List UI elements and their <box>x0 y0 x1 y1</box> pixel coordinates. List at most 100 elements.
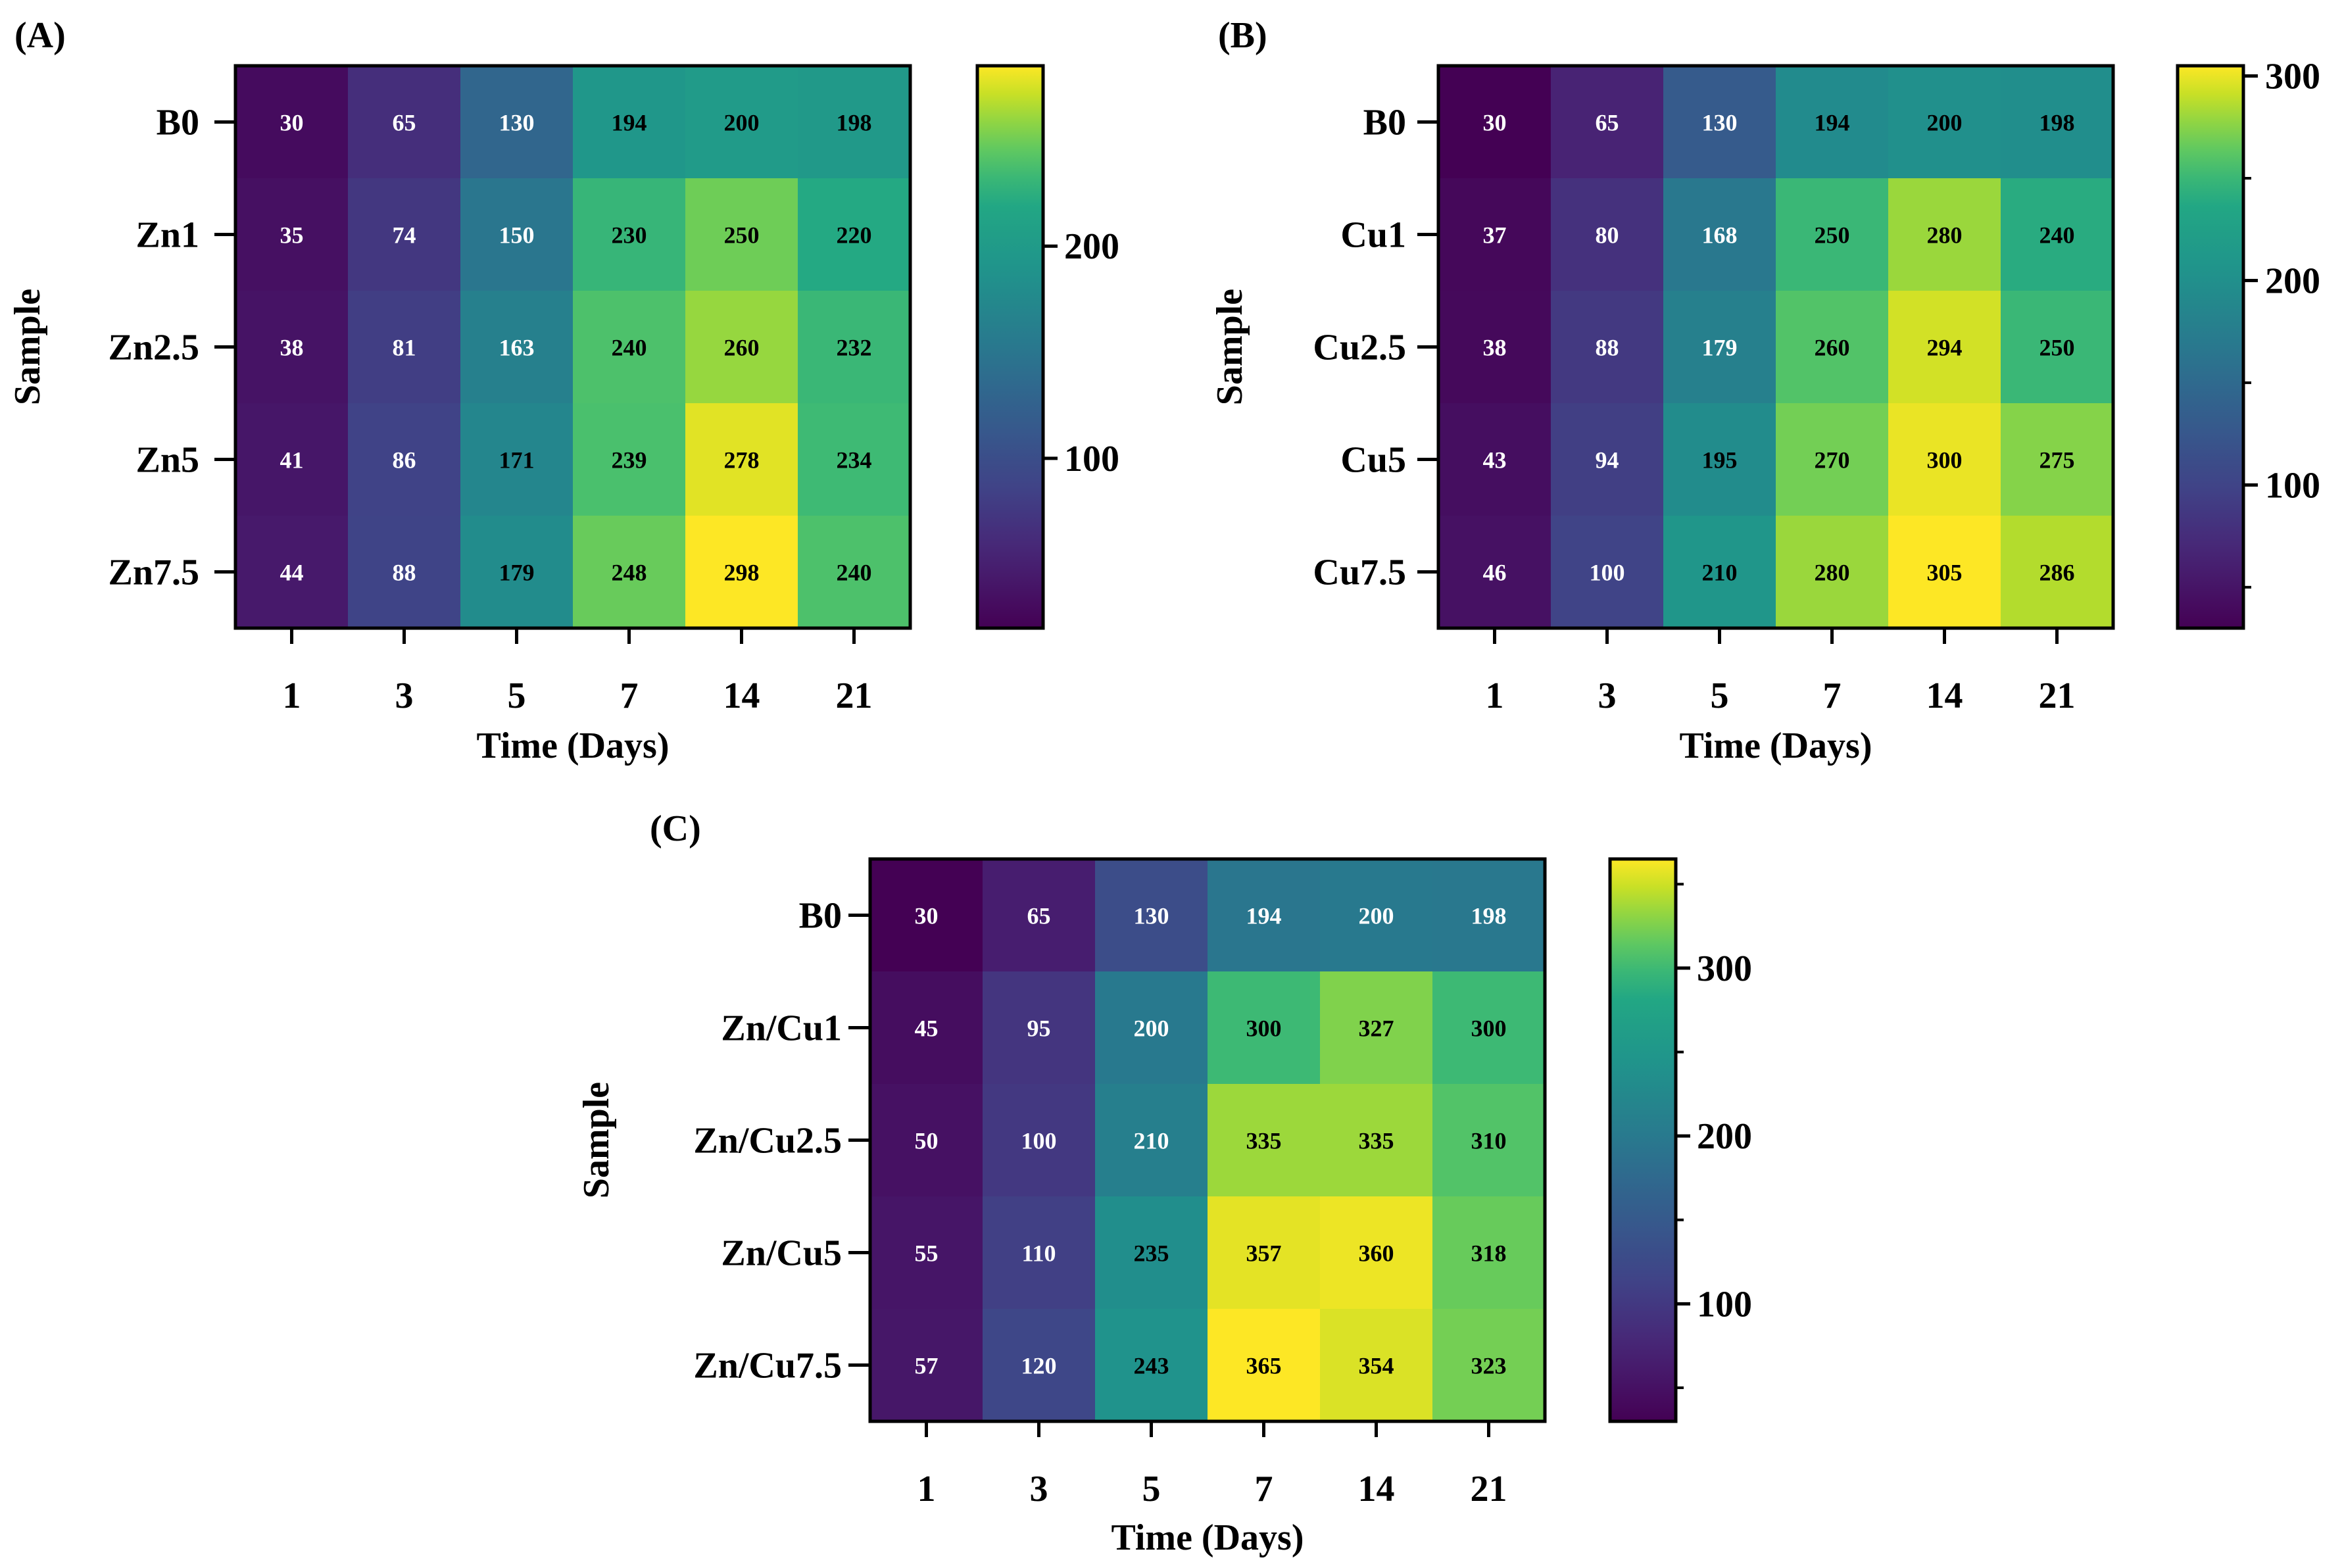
heatmap-cell <box>1663 403 1776 516</box>
heatmap-cell <box>870 1309 983 1422</box>
heatmap-cell <box>1432 971 1546 1085</box>
y-tick-label: B0 <box>799 896 842 937</box>
x-tick-label: 7 <box>620 675 639 716</box>
heatmap-cell <box>870 859 983 972</box>
colorbar-tick-label: 200 <box>2265 260 2320 301</box>
cell-value-label: 110 <box>1021 1240 1056 1267</box>
heatmap-cell <box>1663 66 1776 179</box>
heatmap-cell <box>1208 859 1321 972</box>
cell-value-label: 323 <box>1471 1353 1507 1379</box>
heatmap-cell <box>1776 178 1889 291</box>
x-tick-label: 3 <box>1598 675 1617 716</box>
heatmap-cell <box>685 178 798 291</box>
x-tick-label: 21 <box>836 675 873 716</box>
cell-value-label: 278 <box>724 447 760 474</box>
heatmap-cell <box>1776 403 1889 516</box>
cell-value-label: 357 <box>1246 1240 1282 1267</box>
cell-value-label: 35 <box>280 222 304 249</box>
heatmap-cell <box>348 403 461 516</box>
heatmap-cell <box>870 1196 983 1310</box>
heatmap-cell <box>1888 516 2001 629</box>
heatmap-cell <box>798 516 911 629</box>
cell-value-label: 250 <box>2039 335 2075 361</box>
cell-value-label: 150 <box>499 222 535 249</box>
x-tick-label: 14 <box>1926 675 1963 716</box>
cell-value-label: 179 <box>1702 335 1738 361</box>
y-tick-label: Zn7.5 <box>109 552 200 593</box>
heatmap-cell <box>1208 1196 1321 1310</box>
cell-value-label: 95 <box>1027 1016 1051 1042</box>
cell-value-label: 65 <box>1027 903 1051 929</box>
cell-value-label: 200 <box>724 110 760 136</box>
y-tick-label: Cu7.5 <box>1313 552 1406 593</box>
cell-value-label: 88 <box>393 560 416 586</box>
heatmap-cell <box>460 516 574 629</box>
heatmap-cell <box>2001 66 2114 179</box>
heatmap-cell <box>798 291 911 404</box>
x-axis-title: Time (Days) <box>1680 725 1872 766</box>
heatmap-cell <box>460 291 574 404</box>
cell-value-label: 163 <box>499 335 535 361</box>
cell-value-label: 230 <box>612 222 647 249</box>
heatmap-cell <box>1776 516 1889 629</box>
cell-value-label: 232 <box>837 335 872 361</box>
x-tick-label: 5 <box>1711 675 1729 716</box>
heatmap-cell <box>1095 1196 1208 1310</box>
cell-value-label: 234 <box>837 447 872 474</box>
x-tick-label: 21 <box>2039 675 2076 716</box>
heatmap-cell <box>1551 291 1664 404</box>
colorbar <box>1608 857 1678 1423</box>
cell-value-label: 50 <box>915 1128 939 1154</box>
heatmap-cell <box>1551 66 1664 179</box>
x-axis-title: Time (Days) <box>1111 1517 1304 1558</box>
heatmap-cell <box>460 403 574 516</box>
x-tick-label: 7 <box>1255 1469 1273 1509</box>
cell-value-label: 198 <box>837 110 872 136</box>
panel-label: (C) <box>650 808 701 849</box>
x-tick-label: 7 <box>1823 675 1842 716</box>
heatmap-cell <box>1320 1309 1433 1422</box>
cell-value-label: 30 <box>915 903 939 929</box>
cell-value-label: 200 <box>1927 110 1963 136</box>
heatmap-cell <box>348 66 461 179</box>
heatmap-cell <box>870 1084 983 1197</box>
heatmap-cell <box>573 178 686 291</box>
y-tick-label: B0 <box>157 103 199 143</box>
heatmap-cell <box>1551 403 1664 516</box>
cell-value-label: 210 <box>1134 1128 1169 1154</box>
heatmap-cell <box>870 971 983 1085</box>
heatmap-cell <box>235 66 349 179</box>
cell-value-label: 250 <box>1815 222 1850 249</box>
x-axis-title: Time (Days) <box>477 725 670 766</box>
colorbar-tick-label: 200 <box>1697 1116 1752 1157</box>
cell-value-label: 179 <box>499 560 535 586</box>
heatmap-cell <box>2001 291 2114 404</box>
heatmap-cell <box>1438 66 1551 179</box>
heatmap-cell <box>983 859 1096 972</box>
y-axis-title: Sample <box>1209 289 1250 405</box>
cell-value-label: 200 <box>1359 903 1394 929</box>
heatmap-cell <box>348 178 461 291</box>
cell-value-label: 210 <box>1702 560 1738 586</box>
heatmap-cell <box>235 403 349 516</box>
cell-value-label: 300 <box>1927 447 1963 474</box>
heatmap-cell <box>460 66 574 179</box>
cell-value-label: 100 <box>1021 1128 1057 1154</box>
y-tick-label: Cu1 <box>1340 215 1406 256</box>
cell-value-label: 360 <box>1359 1240 1394 1267</box>
colorbar-tick-label: 100 <box>2265 465 2320 506</box>
x-tick-label: 14 <box>1358 1469 1395 1509</box>
cell-value-label: 86 <box>393 447 416 474</box>
heatmap-cell <box>573 66 686 179</box>
cell-value-label: 280 <box>1815 560 1850 586</box>
cell-value-label: 130 <box>499 110 535 136</box>
heatmap-cell <box>1663 291 1776 404</box>
cell-value-label: 200 <box>1134 1016 1169 1042</box>
heatmap-cell <box>983 1309 1096 1422</box>
cell-value-label: 37 <box>1483 222 1507 249</box>
heatmap-cell <box>1095 1309 1208 1422</box>
cell-value-label: 300 <box>1246 1016 1282 1042</box>
heatmap-cell <box>1888 291 2001 404</box>
y-tick-label: Zn5 <box>136 440 200 481</box>
x-tick-label: 1 <box>1486 675 1504 716</box>
